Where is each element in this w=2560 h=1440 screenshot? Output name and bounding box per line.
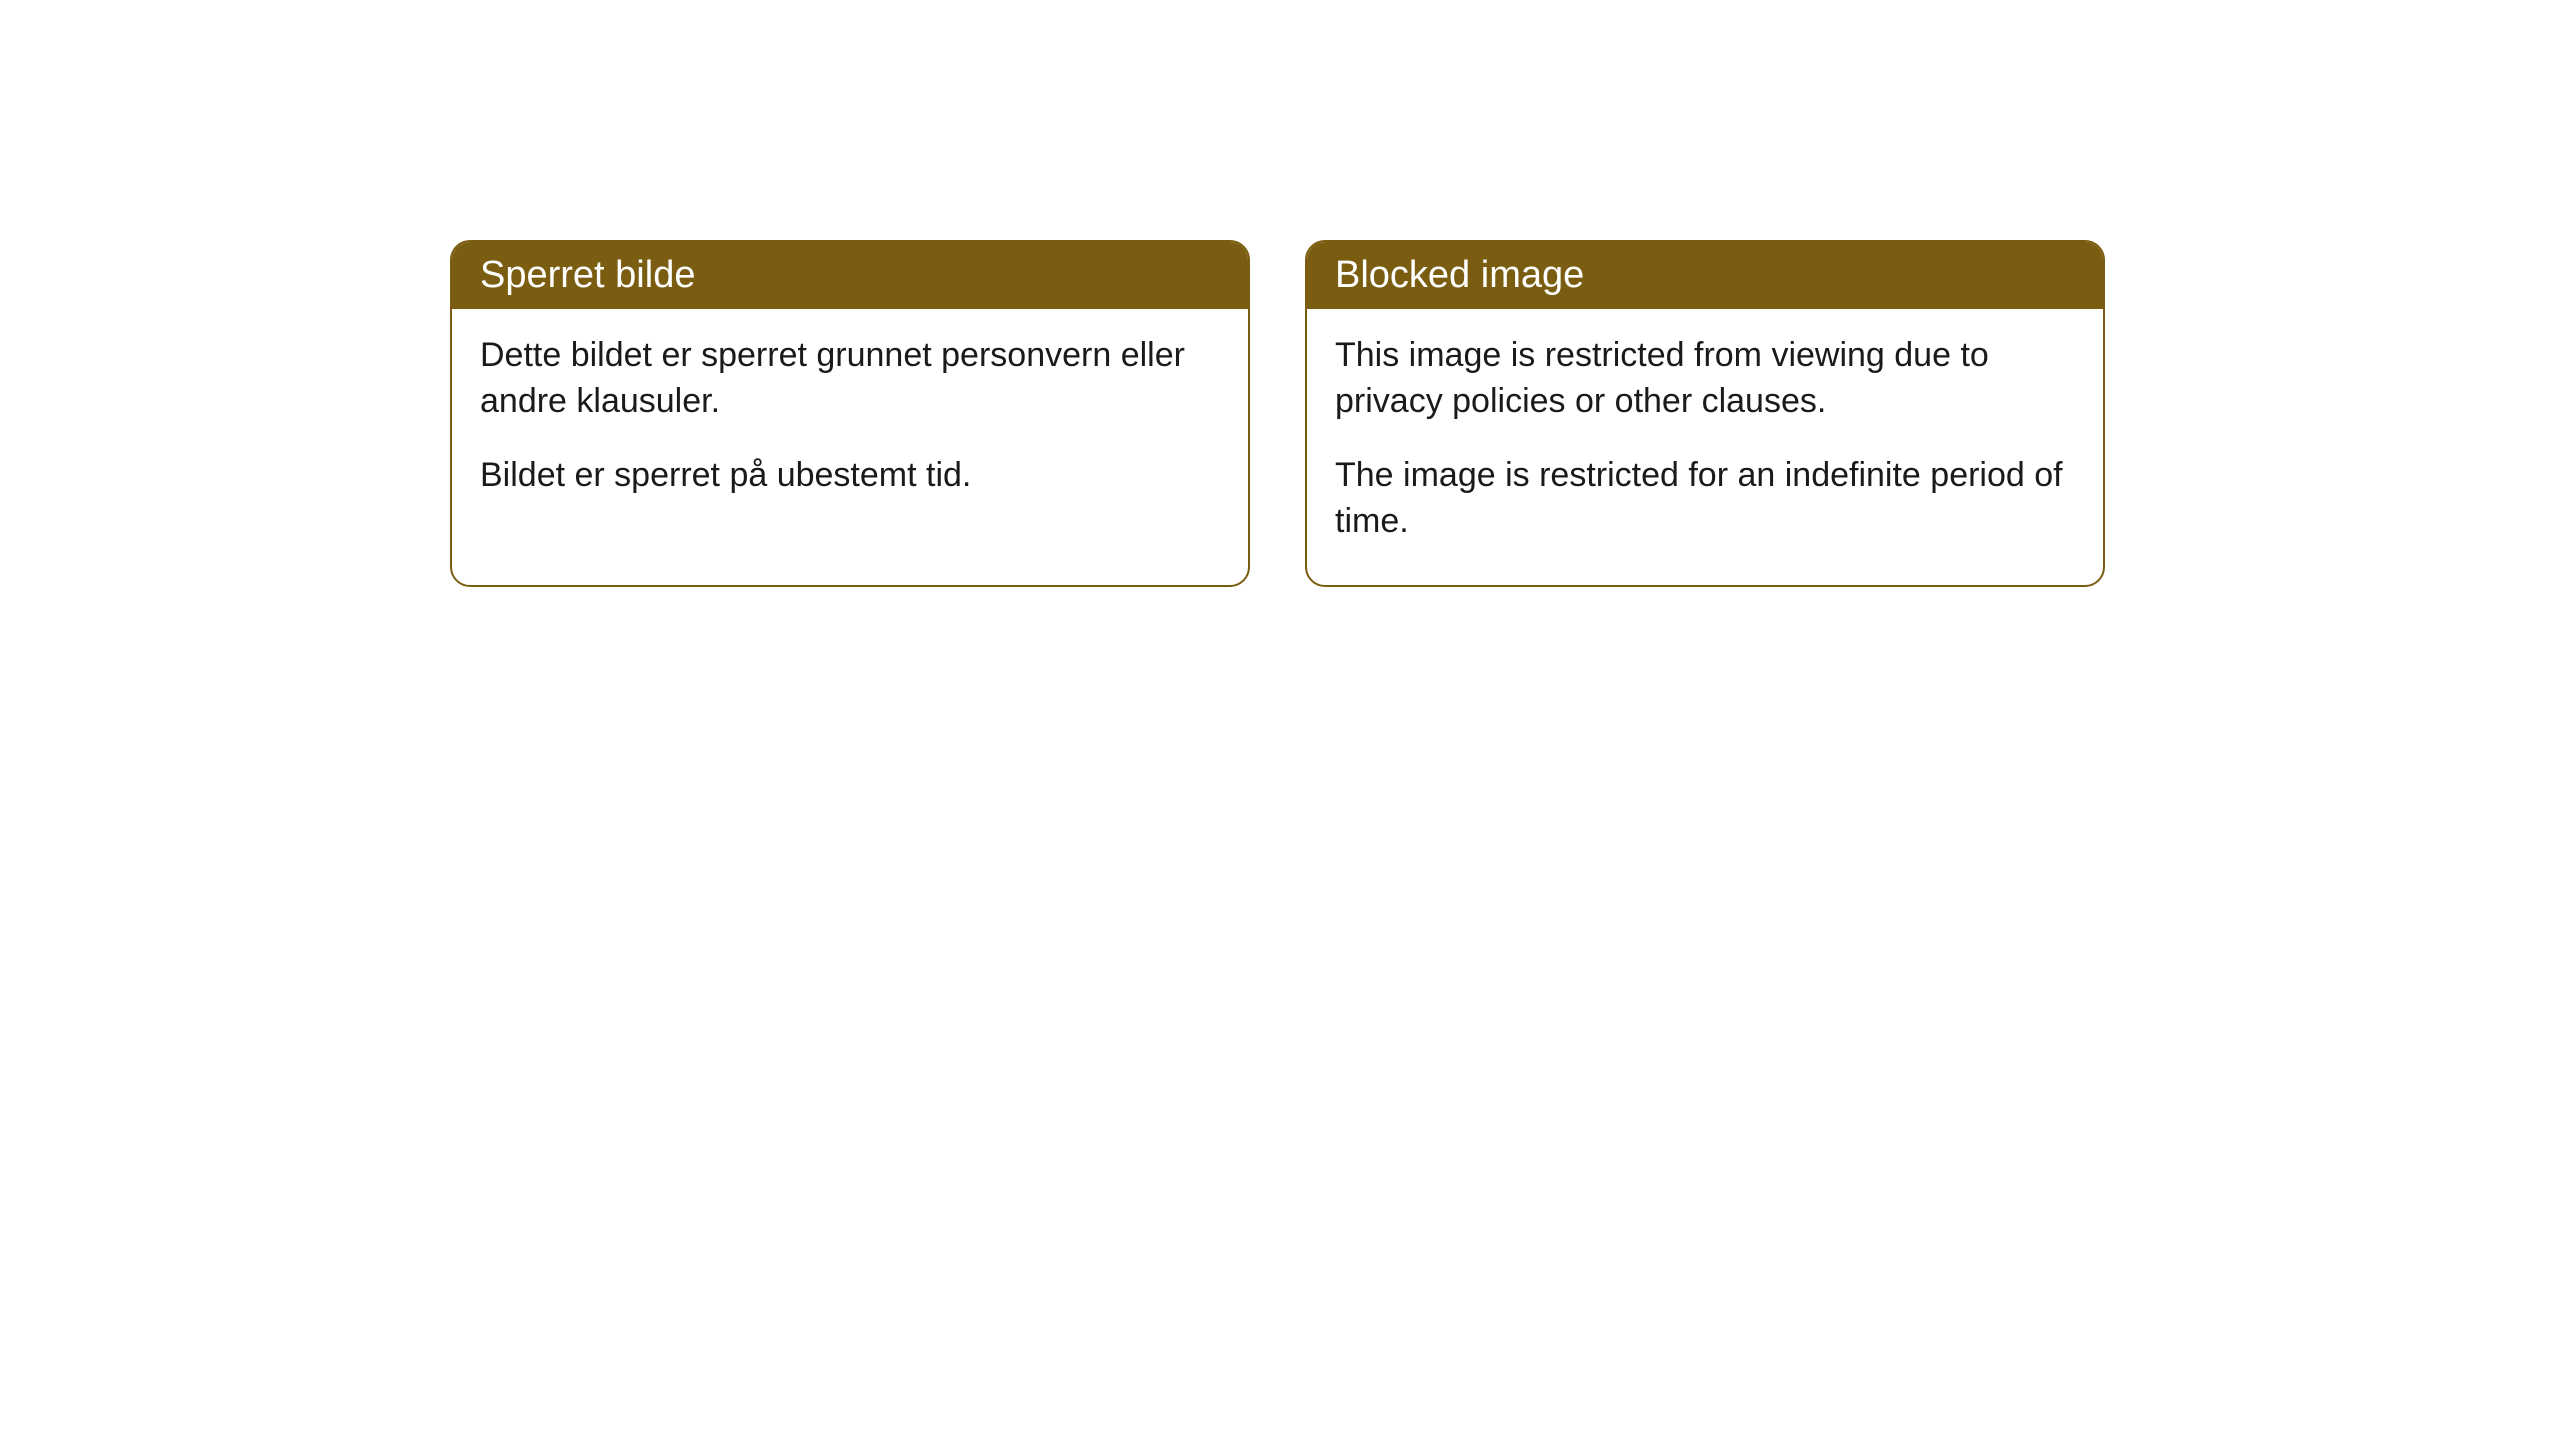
card-paragraph: Bildet er sperret på ubestemt tid. [480,453,1220,499]
card-title: Blocked image [1335,254,1584,296]
card-title: Sperret bilde [480,254,695,296]
card-paragraph: The image is restricted for an indefinit… [1335,453,2075,545]
card-header-english: Blocked image [1307,242,2103,309]
card-paragraph: This image is restricted from viewing du… [1335,333,2075,425]
cards-container: Sperret bilde Dette bildet er sperret gr… [450,240,2560,587]
blocked-image-card-norwegian: Sperret bilde Dette bildet er sperret gr… [450,240,1250,587]
card-body-english: This image is restricted from viewing du… [1307,309,2103,585]
card-paragraph: Dette bildet er sperret grunnet personve… [480,333,1220,425]
card-body-norwegian: Dette bildet er sperret grunnet personve… [452,309,1248,539]
blocked-image-card-english: Blocked image This image is restricted f… [1305,240,2105,587]
card-header-norwegian: Sperret bilde [452,242,1248,309]
